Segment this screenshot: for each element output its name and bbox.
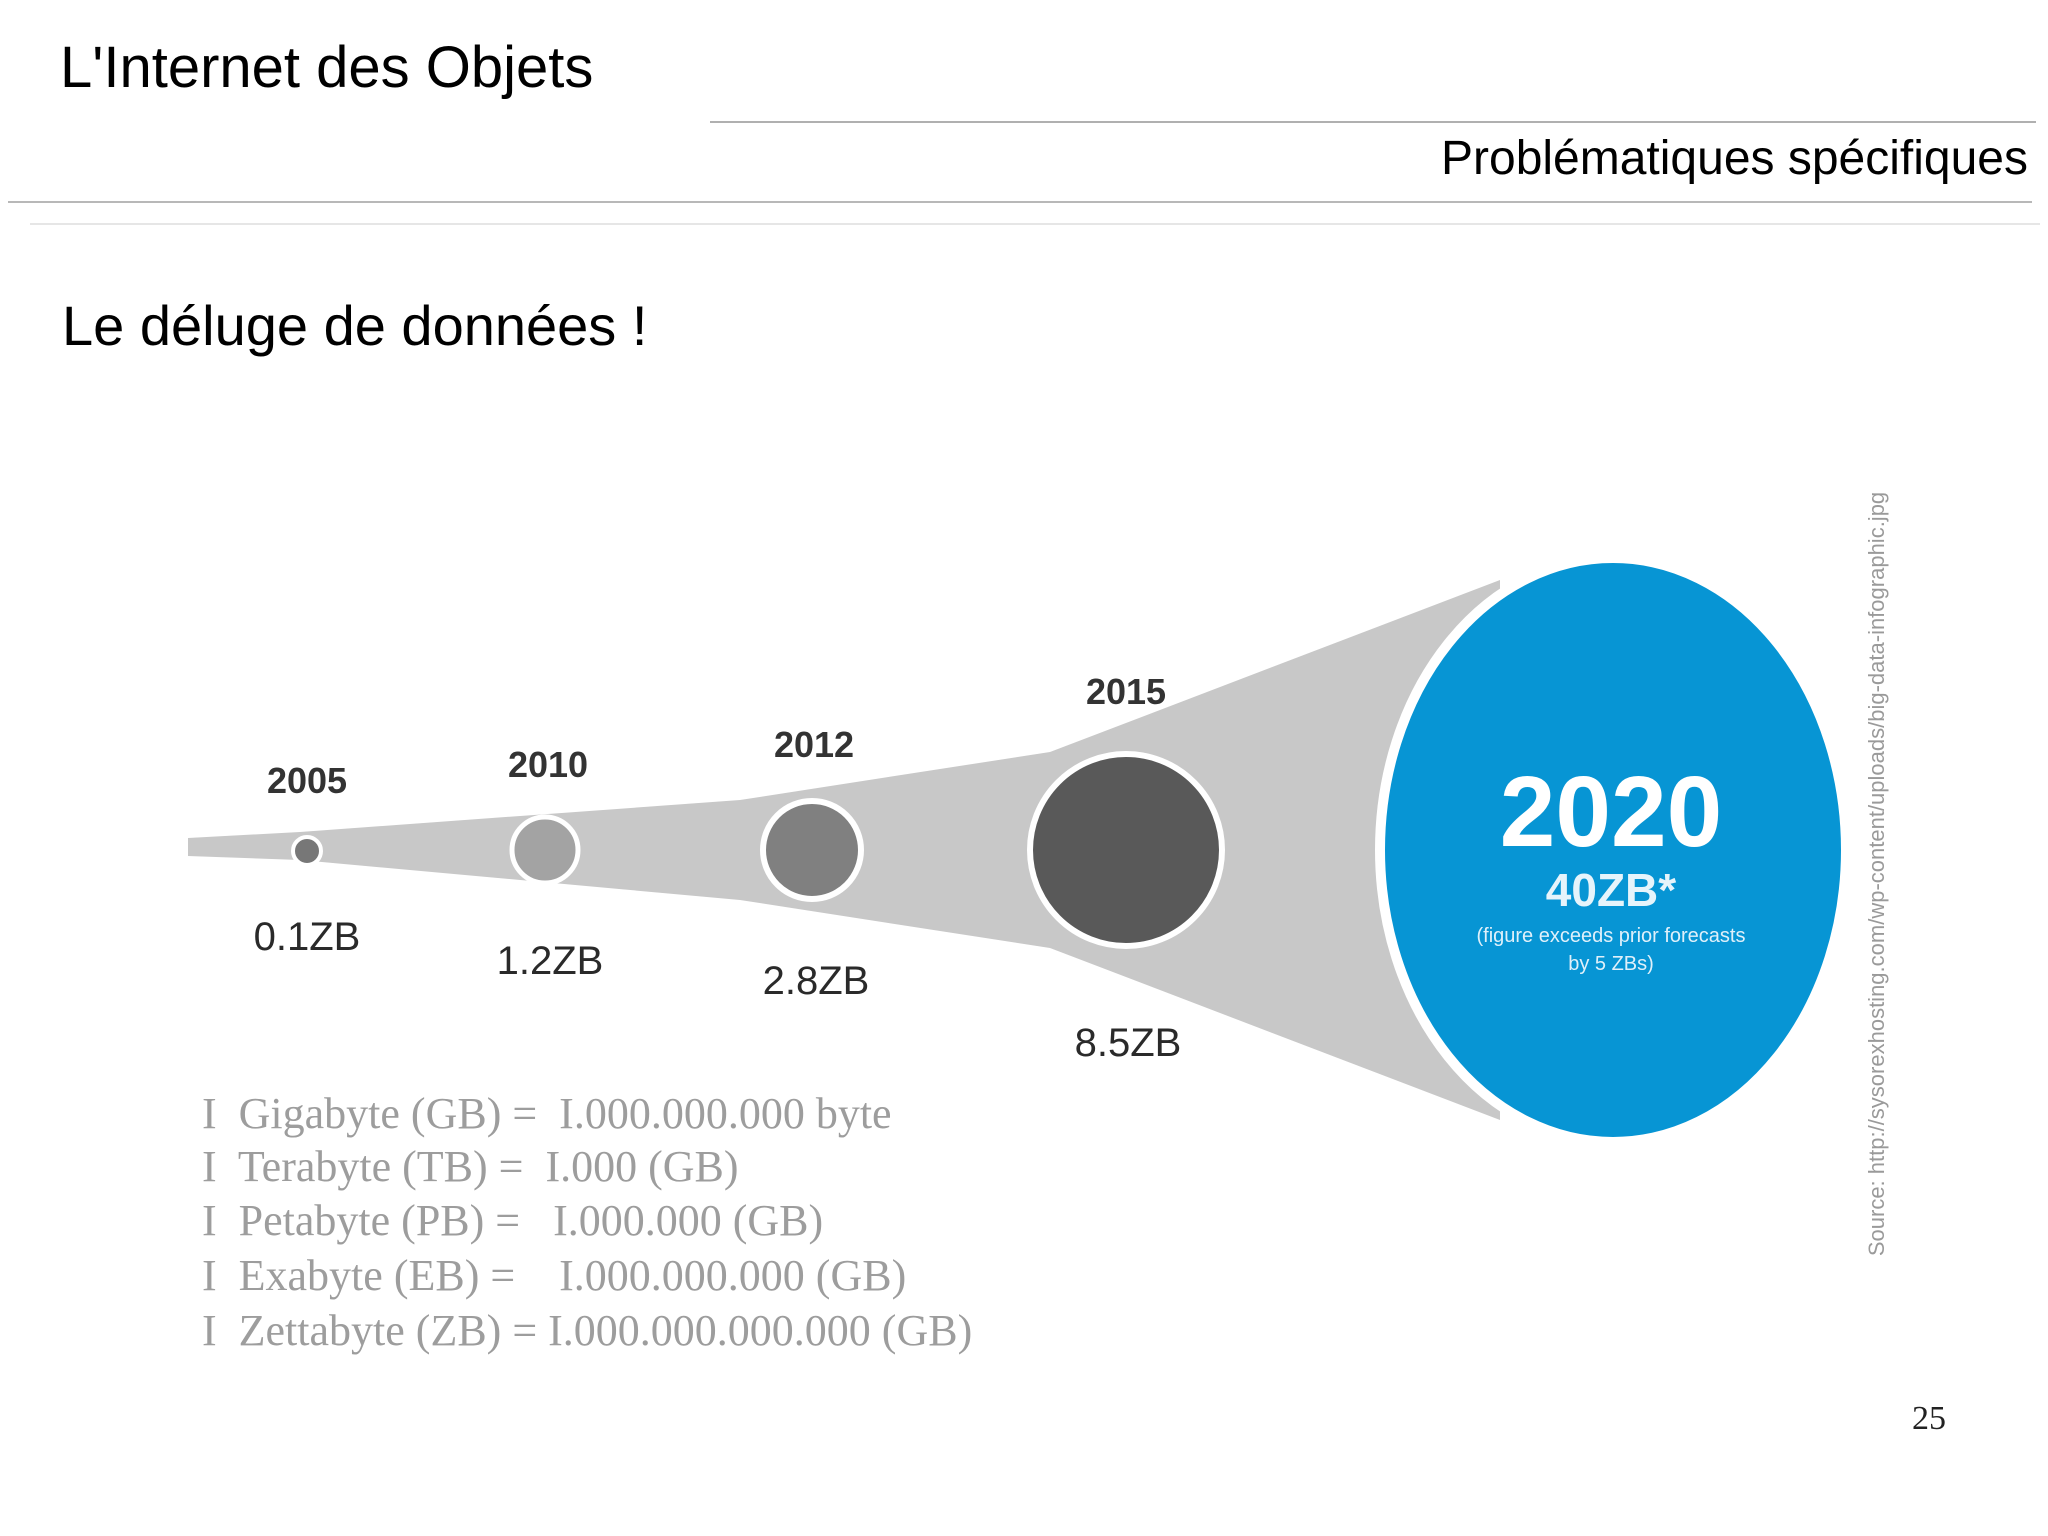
- unit-legend-line: I Terabyte (TB) = I.000 (GB): [202, 1142, 739, 1191]
- value-label: 1.2ZB: [497, 939, 604, 983]
- circle-2020: [1375, 553, 1851, 1147]
- page-number: 25: [1912, 1400, 1946, 1437]
- source-credit: Source: http://sysorexhosting.com/wp-con…: [1864, 492, 1889, 1256]
- circle-2010: [509, 814, 581, 886]
- year-label: 2012: [774, 724, 854, 765]
- unit-legend-line: I Petabyte (PB) = I.000.000 (GB): [202, 1196, 824, 1245]
- slide-title: L'Internet des Objets: [60, 35, 594, 100]
- circle-2005: [291, 835, 323, 867]
- highlight-note-line2: by 5 ZBs): [1568, 953, 1654, 975]
- circle-2012: [760, 798, 864, 902]
- unit-legend-line: I Zettabyte (ZB) = I.000.000.000.000 (GB…: [202, 1306, 973, 1355]
- header-bottom-divider: [8, 201, 2032, 203]
- slide-heading: Le déluge de données !: [62, 294, 648, 357]
- unit-legend-line: I Gigabyte (GB) = I.000.000.000 byte: [202, 1089, 892, 1138]
- unit-legend-line: I Exabyte (EB) = I.000.000.000 (GB): [202, 1251, 907, 1300]
- highlight-note-line1: (figure exceeds prior forecasts: [1476, 925, 1745, 947]
- header-divider: [710, 121, 2036, 123]
- value-label: 0.1ZB: [254, 915, 361, 959]
- header-shadow-divider: [30, 223, 2040, 225]
- year-label: 2010: [508, 744, 588, 785]
- value-label: 8.5ZB: [1075, 1021, 1182, 1065]
- circle-2015: [1027, 751, 1225, 949]
- highlight-value: 40ZB*: [1546, 864, 1676, 916]
- highlight-year: 2020: [1500, 756, 1722, 868]
- year-label: 2015: [1086, 671, 1166, 712]
- value-label: 2.8ZB: [763, 959, 870, 1003]
- year-label: 2005: [267, 760, 347, 801]
- section-subtitle: Problématiques spécifiques: [1441, 132, 2028, 185]
